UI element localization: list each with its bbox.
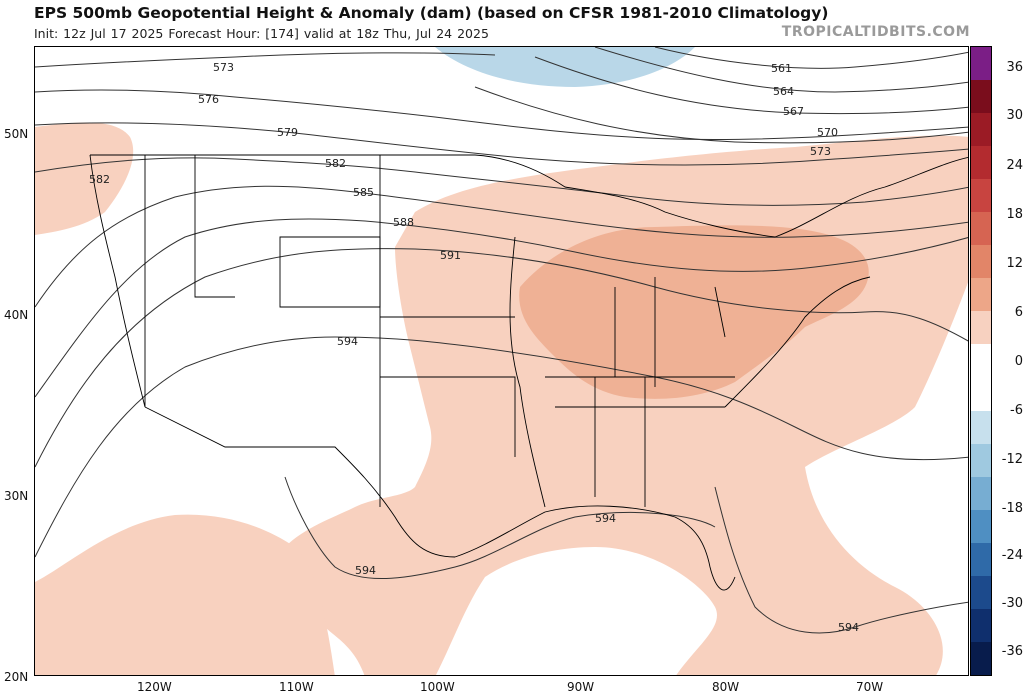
colorbar-segment (971, 212, 991, 246)
colorbar-segment (971, 542, 991, 577)
colorbar-tick: -24 (1001, 548, 1023, 563)
colorbar-legend (970, 46, 992, 676)
boundary-deep-south (555, 377, 725, 507)
colorbar-segment (971, 146, 991, 180)
colorbar-segment (971, 80, 991, 114)
colorbar-tick: 0 (1014, 354, 1023, 369)
contour-line-564 (594, 47, 968, 93)
contour-line-582 (35, 157, 968, 206)
height-contours (35, 47, 968, 634)
boundary-colorado-box (279, 236, 381, 308)
contour-label: 594 (595, 512, 616, 525)
boundary-ohio-valley (614, 277, 726, 387)
colorbar-tick: -36 (1001, 644, 1023, 659)
colorbar-tick: 36 (1006, 60, 1023, 75)
contour-label: 576 (198, 93, 219, 106)
colorbar-segment (971, 575, 991, 610)
anomaly-positive-core (519, 225, 869, 399)
contour-line-573-west (35, 52, 496, 68)
lat-label: 20N (4, 670, 29, 684)
coastline-west (89, 154, 146, 408)
boundary-us-canada (90, 154, 968, 238)
colorbar-tick: 30 (1006, 108, 1023, 123)
anomaly-positive-area-west (35, 122, 134, 235)
political-boundaries (89, 154, 968, 591)
colorbar-segment (971, 443, 991, 478)
contour-line-579 (35, 122, 968, 166)
contour-label: 582 (325, 157, 346, 170)
map-panel: 573 576 579 582 585 588 591 594 561 564 … (34, 46, 969, 676)
colorbar-segment (971, 344, 991, 379)
lon-label: 90W (567, 680, 595, 694)
colorbar-tick: -12 (1001, 452, 1023, 467)
contour-label: 594 (337, 335, 358, 348)
contour-line-576 (35, 89, 968, 140)
contour-label: 585 (353, 186, 374, 199)
coastline-gulf (454, 505, 736, 591)
contour-labels: 573 576 579 582 585 588 591 594 561 564 … (89, 61, 859, 634)
lon-label: 110W (279, 680, 314, 694)
colorbar-segment (971, 113, 991, 147)
boundary-us-mexico (144, 406, 456, 558)
anomaly-positive-area-southwest (35, 514, 335, 675)
colorbar-tick: 24 (1006, 158, 1023, 173)
contour-label: 588 (393, 216, 414, 229)
map-canvas: 573 576 579 582 585 588 591 594 561 564 … (35, 47, 968, 675)
colorbar-segment (971, 509, 991, 544)
chart-subtitle: Init: 12z Jul 17 2025 Forecast Hour: [17… (34, 26, 489, 41)
contour-label: 567 (783, 105, 804, 118)
contour-line-585 (35, 185, 968, 308)
colorbar-segment (971, 641, 991, 676)
contour-label: 570 (817, 126, 838, 139)
anomaly-positive-area-main (285, 135, 968, 675)
contour-label: 594 (838, 621, 859, 634)
lat-label: 30N (4, 489, 29, 503)
colorbar-segment (971, 47, 991, 81)
colorbar-segment (971, 608, 991, 643)
colorbar-tick: 6 (1014, 305, 1023, 320)
contour-label: 561 (771, 62, 792, 75)
colorbar-segment (971, 311, 991, 345)
brand-watermark: TROPICALTIDBITS.COM (781, 24, 970, 40)
lat-label: 40N (4, 308, 29, 322)
colorbar-segment (971, 278, 991, 312)
colorbar-segment (971, 410, 991, 445)
colorbar-segment (971, 476, 991, 511)
lon-label: 70W (856, 680, 884, 694)
contour-line-594-main (35, 336, 968, 558)
boundary-mississippi (509, 236, 546, 508)
contour-line-570 (474, 86, 968, 144)
colorbar-tick: -18 (1001, 501, 1023, 516)
colorbar-tick: -6 (1010, 403, 1023, 418)
colorbar-tick: -30 (1001, 596, 1023, 611)
colorbar-segment (971, 179, 991, 213)
colorbar-segment (971, 245, 991, 279)
lon-label: 100W (420, 680, 455, 694)
contour-line-594-florida (714, 486, 968, 634)
lon-label: 80W (712, 680, 740, 694)
contour-line-561 (654, 47, 968, 69)
colorbar-segment (971, 377, 991, 412)
boundary-oklahoma-line (380, 376, 516, 457)
anomaly-negative-area (435, 47, 695, 87)
boundary-east-coast (724, 276, 871, 408)
contour-label: 573 (213, 61, 234, 74)
contour-label: 564 (773, 85, 794, 98)
contour-line-588 (35, 218, 968, 398)
contour-line-594-south (284, 476, 716, 580)
contour-line-567 (534, 56, 968, 115)
contour-line-591 (35, 248, 968, 468)
colorbar-tick: 18 (1006, 207, 1023, 222)
lon-label: 120W (137, 680, 172, 694)
lat-label: 50N (4, 127, 29, 141)
contour-label: 573 (810, 145, 831, 158)
chart-title: EPS 500mb Geopotential Height & Anomaly … (34, 4, 829, 22)
contour-label: 591 (440, 249, 461, 262)
contour-label: 594 (355, 564, 376, 577)
contour-label: 582 (89, 173, 110, 186)
boundary-idaho-montana (194, 155, 235, 298)
colorbar-tick: 12 (1006, 256, 1023, 271)
contour-label: 579 (277, 126, 298, 139)
